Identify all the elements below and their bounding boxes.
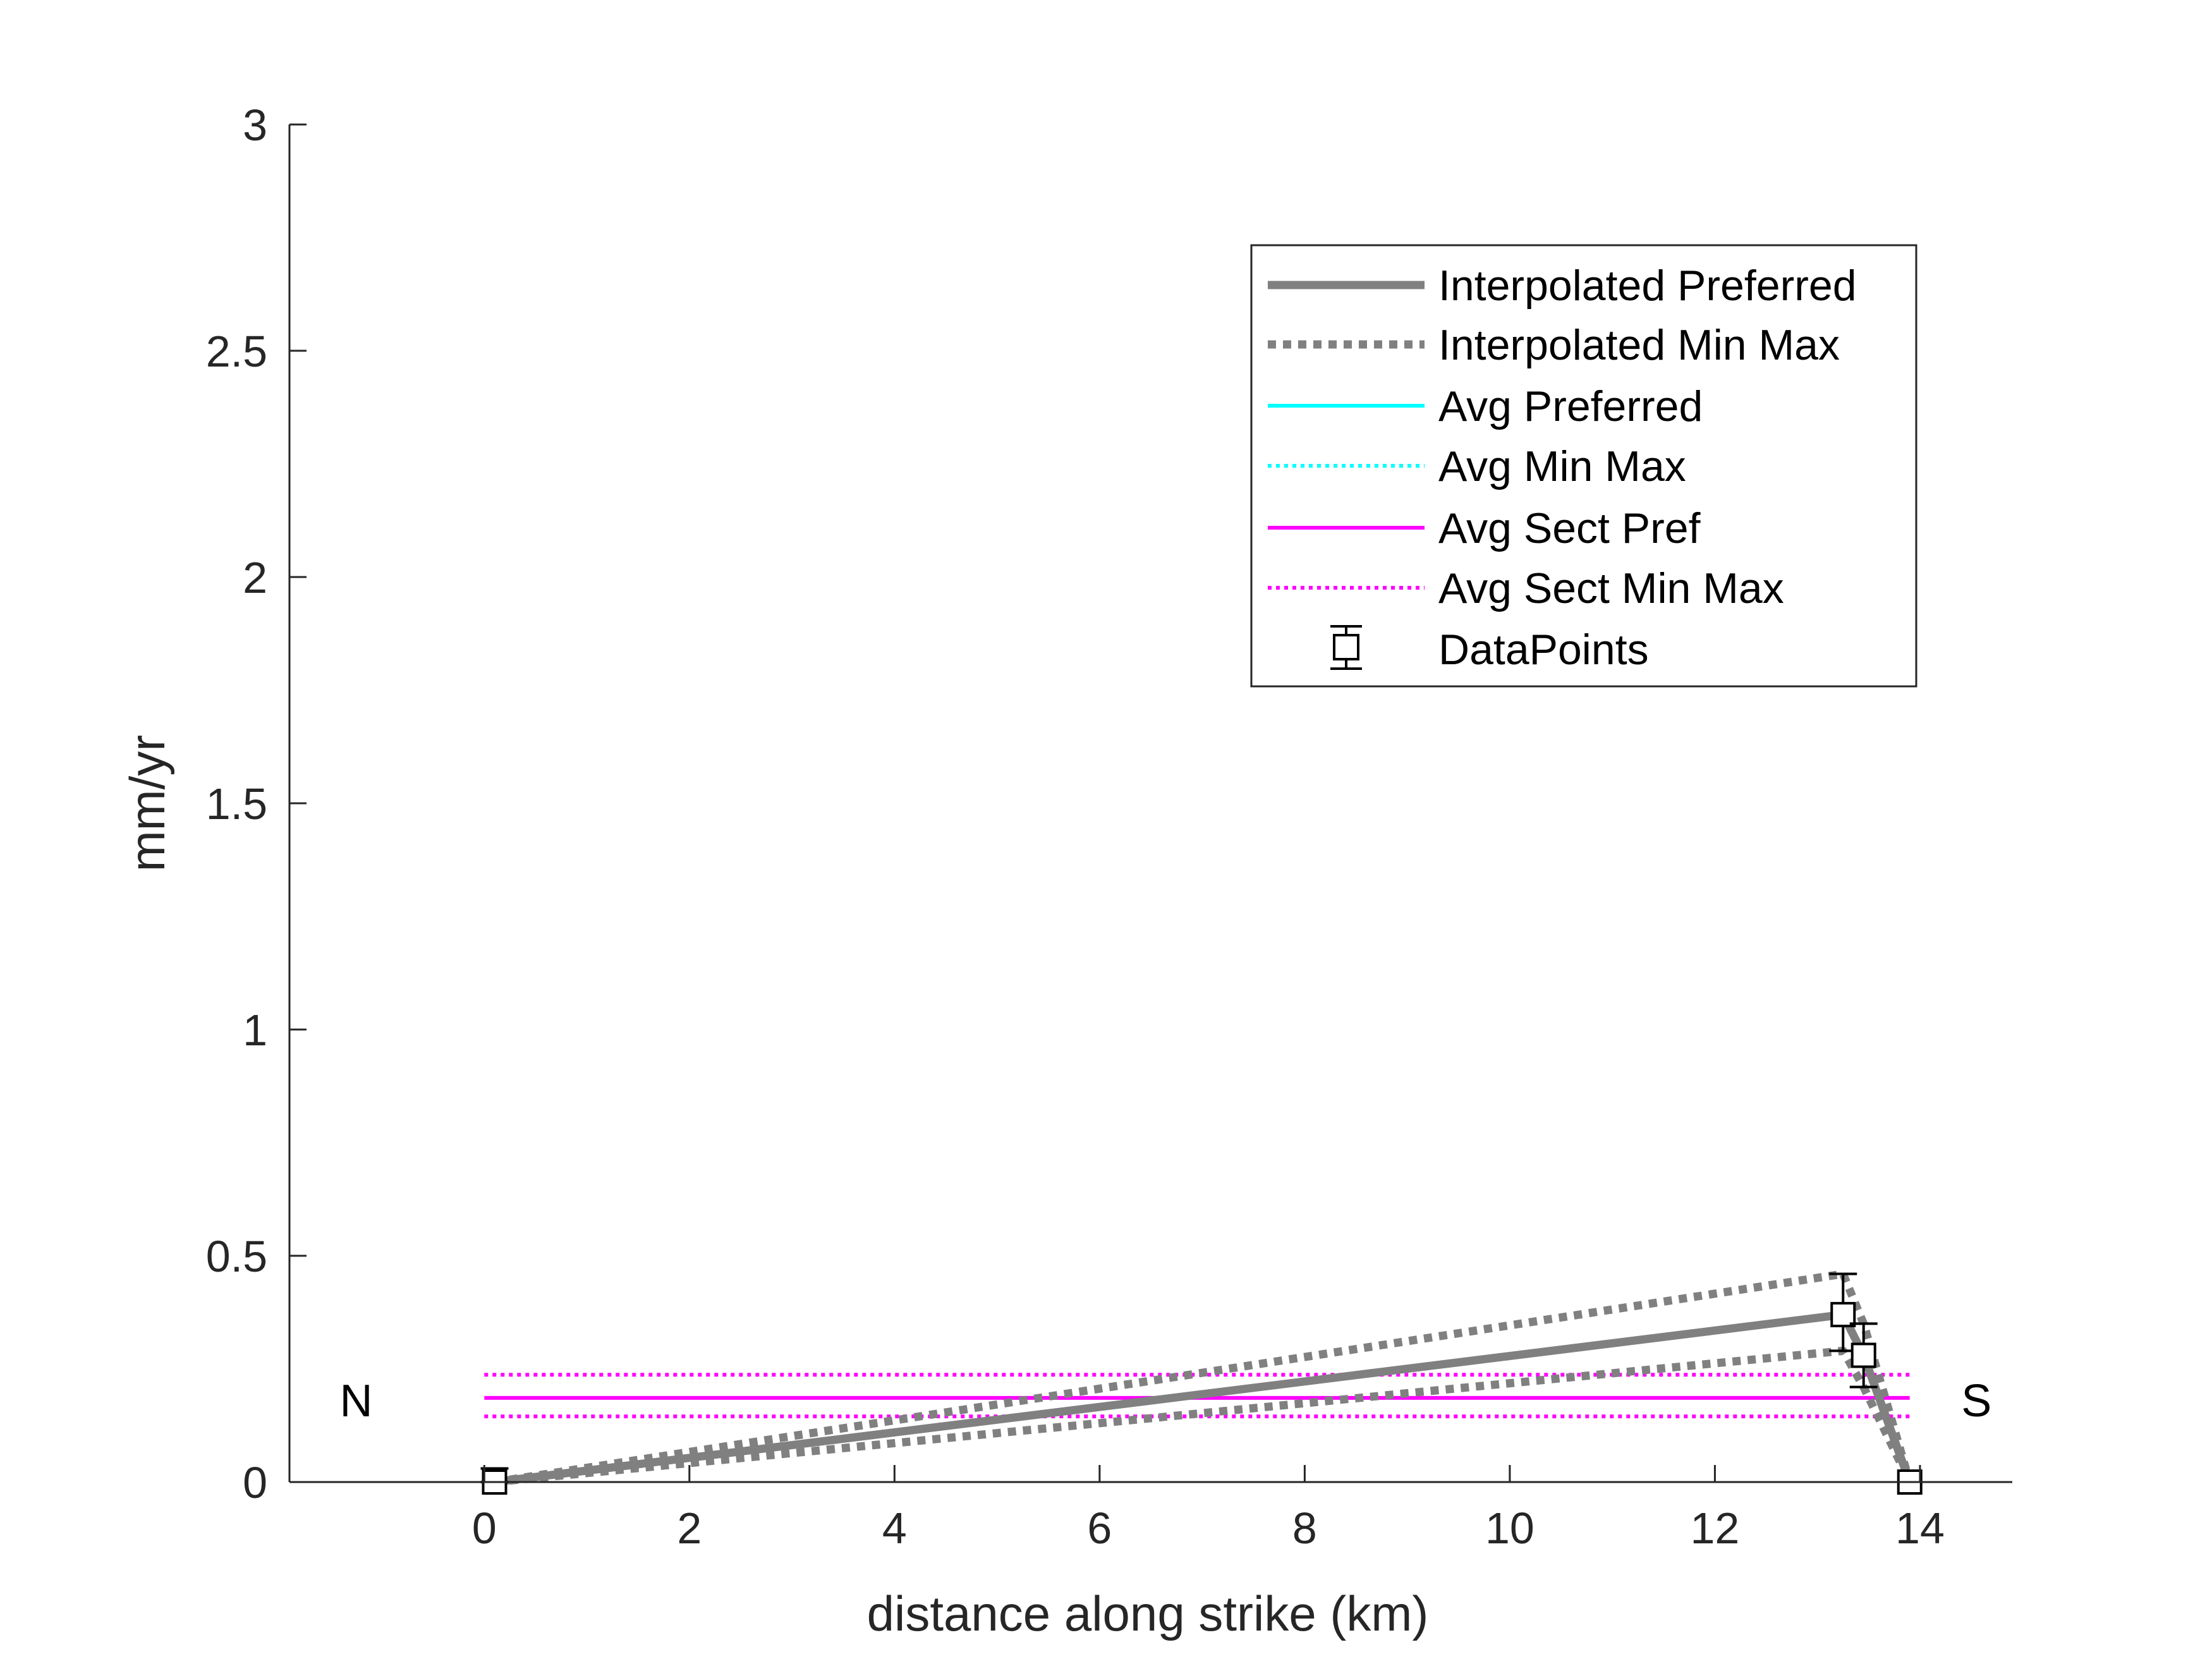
y-axis-title: mm/yr <box>119 735 175 872</box>
y-tick-label: 0.5 <box>206 1232 267 1281</box>
x-tick-label: 12 <box>1691 1504 1740 1553</box>
x-tick-label: 8 <box>1292 1504 1317 1553</box>
legend-label-avg-sect-min-max: Avg Sect Min Max <box>1438 564 1784 612</box>
legend-label-interpolated-min-max: Interpolated Min Max <box>1438 321 1840 369</box>
legend-label-avg-preferred: Avg Preferred <box>1438 382 1703 430</box>
legend-label-interpolated-preferred: Interpolated Preferred <box>1438 262 1857 310</box>
legend-swatch-datapoints <box>1330 625 1362 670</box>
y-tick-label: 1 <box>243 1006 267 1055</box>
x-tick-label: 2 <box>677 1504 702 1553</box>
y-ticks: 0 0.5 1 1.5 2 2.5 3 <box>206 100 307 1507</box>
annotation-south: S <box>1961 1376 1991 1426</box>
datapoint <box>1849 1322 1878 1389</box>
datapoint <box>1829 1272 1857 1352</box>
y-tick-label: 3 <box>243 100 267 150</box>
y-tick-label: 2.5 <box>206 327 267 376</box>
y-tick-label: 2 <box>243 553 267 602</box>
legend-box <box>1250 244 1917 688</box>
annotation-north: N <box>339 1376 372 1426</box>
x-tick-label: 14 <box>1895 1504 1945 1553</box>
datapoint-marker <box>1850 1342 1876 1368</box>
x-axis-title: distance along strike (km) <box>867 1586 1429 1641</box>
legend-label-datapoints: DataPoints <box>1438 626 1649 674</box>
axes: 0 2 4 6 8 10 12 14 0 0.5 1 1.5 2 2.5 3 <box>206 100 2012 1553</box>
x-ticks: 0 2 4 6 8 10 12 14 <box>472 1465 1945 1553</box>
series-line-interpolated-preferred <box>494 1310 1914 1486</box>
legend-label-avg-min-max: Avg Min Max <box>1438 442 1686 490</box>
x-tick-label: 0 <box>472 1504 497 1553</box>
y-tick-label: 1.5 <box>206 779 267 829</box>
legend: Interpolated Preferred Interpolated Min … <box>1250 244 1917 688</box>
datapoint-marker <box>1830 1302 1856 1328</box>
x-tick-label: 10 <box>1485 1504 1534 1553</box>
y-tick-label: 0 <box>243 1458 267 1507</box>
x-tick-label: 4 <box>882 1504 907 1553</box>
legend-label-avg-sect-pref: Avg Sect Pref <box>1438 504 1701 552</box>
x-tick-label: 6 <box>1087 1504 1112 1553</box>
